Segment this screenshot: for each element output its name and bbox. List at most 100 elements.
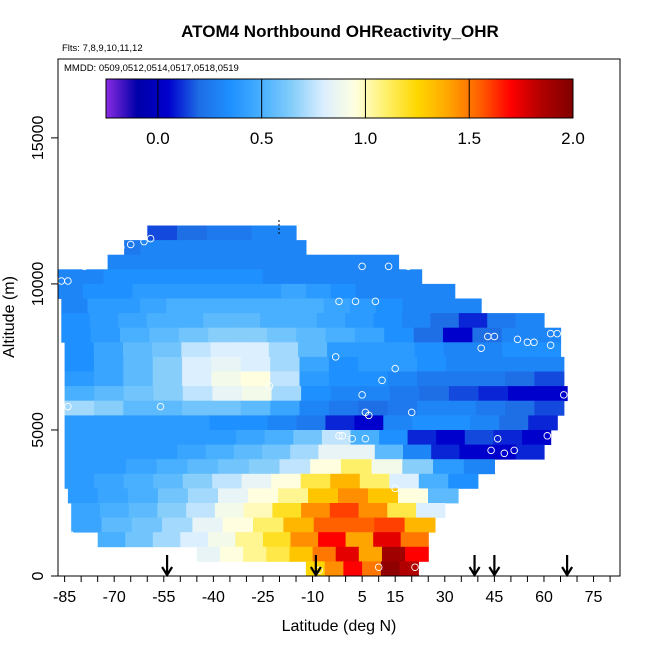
heatmap-cell: [235, 532, 264, 548]
heatmap-cell: [173, 240, 191, 256]
colorbar-tick-label: 0.5: [250, 129, 274, 148]
heatmap-cell: [204, 254, 225, 270]
x-axis: -85 -70 -55 -40 -25 -10 5 15 30 45 60 75: [53, 576, 611, 606]
heatmap-cell: [264, 430, 294, 445]
heatmap-cell: [358, 371, 389, 387]
heatmap-cell: [64, 356, 95, 372]
heatmap-cell: [151, 415, 182, 431]
heatmap-cell: [123, 473, 154, 489]
heatmap-cell: [404, 517, 436, 533]
heatmap-cell: [148, 269, 173, 285]
heatmap-cell: [58, 269, 82, 285]
y-tick-label: 15000: [30, 116, 47, 161]
heatmap-cell: [203, 313, 233, 329]
colorbar-tick-label: 1.5: [457, 129, 481, 148]
heatmap-cell: [152, 400, 183, 416]
heatmap-cell: [182, 473, 213, 489]
heatmap-cell: [222, 517, 254, 533]
heatmap-cell: [325, 415, 355, 431]
sample-point: [361, 434, 370, 443]
heatmap-cell: [470, 415, 500, 431]
heatmap-cell: [325, 327, 356, 343]
heatmap-cell: [207, 430, 237, 445]
heatmap-cell: [185, 254, 206, 270]
colorbar-tick-label: 2.0: [561, 129, 585, 148]
heatmap-cell: [236, 225, 252, 241]
heatmap-cell: [93, 415, 124, 431]
heatmap-cell: [268, 342, 299, 358]
heatmap-cell: [389, 473, 420, 489]
heatmap-cell: [330, 473, 361, 489]
heatmap-cell: [211, 356, 242, 372]
heatmap-cell: [194, 269, 218, 285]
heatmap-cell: [360, 386, 391, 402]
heatmap-cell: [267, 415, 297, 431]
x-tick-label: -70: [103, 589, 126, 606]
sample-point: [374, 563, 383, 571]
heatmap-cell: [182, 400, 213, 416]
heatmap-cell: [515, 444, 545, 460]
heatmap-cell: [443, 327, 473, 343]
heatmap-cell: [218, 488, 249, 504]
heatmap-cell: [156, 459, 188, 475]
heatmap-cell: [359, 473, 390, 489]
heatmap-cell: [290, 532, 319, 548]
heatmap-cell: [123, 371, 154, 387]
heatmap-cell: [97, 488, 129, 504]
heatmap-cell: [100, 503, 130, 518]
heatmap-cell: [223, 240, 241, 256]
heatmap-cell: [355, 283, 381, 299]
heatmap-cell: [298, 342, 328, 358]
heatmap-cell: [162, 517, 193, 533]
heatmap-cell: [505, 400, 536, 416]
heatmap-cell: [443, 342, 474, 358]
heatmap-cell: [103, 269, 127, 285]
heatmap-cell: [192, 298, 220, 314]
heatmap-cell: [187, 488, 219, 504]
sample-point: [140, 237, 148, 246]
heatmap-cell: [515, 313, 545, 329]
y-tick-label: 10000: [30, 262, 47, 307]
heatmap-cell: [278, 488, 309, 504]
sample-point: [513, 335, 522, 344]
sample-point: [553, 329, 561, 338]
heatmap-cell: [64, 473, 95, 489]
heatmap-cell: [446, 400, 477, 416]
sample-point: [117, 243, 125, 252]
heatmap-cell: [212, 386, 243, 402]
heatmap-cell: [282, 254, 303, 270]
heatmap-cell: [374, 444, 404, 460]
sample-point: [358, 262, 366, 271]
heatmap-cell: [218, 459, 250, 475]
x-tick-label: -25: [251, 589, 274, 606]
heatmap-cell: [380, 561, 401, 577]
plot-frame: [57, 58, 621, 577]
heatmap-cell: [414, 342, 445, 358]
heatmap-cell: [266, 327, 297, 343]
heatmap-cell: [416, 503, 446, 518]
heatmap-cell: [505, 356, 536, 372]
heatmap-cell: [499, 415, 529, 431]
heatmap-cell: [528, 415, 558, 431]
heatmap-cell: [266, 225, 282, 241]
sample-point: [64, 402, 72, 411]
heatmap-cell: [209, 415, 240, 431]
heatmap-cell: [359, 254, 380, 270]
heatmap-cell: [387, 371, 418, 387]
heatmap-cell: [87, 298, 115, 314]
heatmap-cell: [279, 459, 311, 475]
heatmap-cell: [152, 342, 182, 358]
heatmap-cell: [335, 546, 360, 562]
x-tick-label: 5: [358, 589, 367, 606]
heatmap-cell: [61, 298, 89, 314]
heatmap-cell: [177, 225, 193, 241]
sample-point: [487, 446, 495, 455]
sample-points: [57, 234, 568, 574]
heatmap-cell: [272, 503, 302, 518]
heatmap-cell: [402, 298, 430, 314]
heatmap-cell: [383, 415, 413, 431]
heatmap-cell: [376, 269, 400, 285]
heatmap-cell: [240, 371, 271, 387]
heatmap-cell: [245, 298, 272, 314]
